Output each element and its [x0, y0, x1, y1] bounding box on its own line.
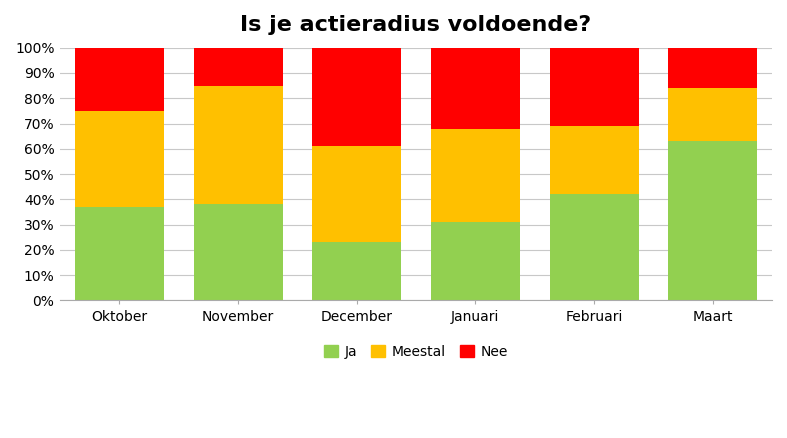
- Bar: [668, 48, 757, 88]
- Bar: [549, 126, 638, 194]
- Legend: Ja, Meestal, Nee: Ja, Meestal, Nee: [318, 339, 514, 364]
- Bar: [312, 242, 401, 300]
- Bar: [549, 48, 638, 126]
- Bar: [194, 205, 283, 300]
- Bar: [430, 222, 520, 300]
- Bar: [430, 129, 520, 222]
- Bar: [668, 141, 757, 300]
- Bar: [549, 194, 638, 300]
- Bar: [312, 48, 401, 146]
- Bar: [194, 48, 283, 85]
- Title: Is je actieradius voldoende?: Is je actieradius voldoende?: [240, 15, 592, 35]
- Bar: [312, 146, 401, 242]
- Bar: [430, 48, 520, 129]
- Bar: [75, 111, 164, 207]
- Bar: [668, 88, 757, 141]
- Bar: [75, 207, 164, 300]
- Bar: [194, 85, 283, 205]
- Bar: [75, 48, 164, 111]
